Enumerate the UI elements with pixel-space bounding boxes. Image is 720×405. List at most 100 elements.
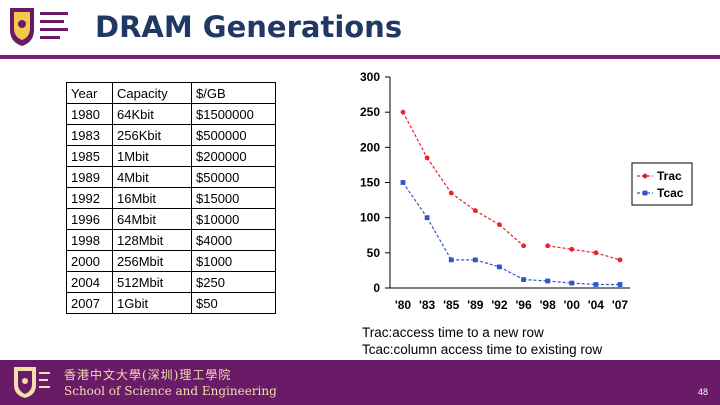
x-tick-label: '96 bbox=[515, 298, 532, 312]
data-point bbox=[472, 208, 478, 214]
series-line-segment bbox=[402, 182, 428, 219]
trac-note: Trac:access time to a new row bbox=[362, 325, 544, 340]
table-row: 2007 1Gbit $50 bbox=[66, 292, 276, 314]
table-row: 1998 128Mbit $4000 bbox=[66, 229, 276, 251]
cell-price: $1000 bbox=[191, 250, 276, 272]
cell-year: 2004 bbox=[66, 271, 113, 293]
university-crest-logo bbox=[10, 8, 68, 46]
data-point bbox=[617, 282, 623, 287]
cell-capacity: 64Mbit bbox=[112, 208, 192, 230]
cell-capacity: 256Mbit bbox=[112, 250, 192, 272]
series-line-segment bbox=[475, 259, 500, 268]
page-number: 48 bbox=[697, 387, 708, 397]
series-line-segment bbox=[499, 266, 524, 281]
cell-year: 2000 bbox=[66, 250, 113, 272]
cell-price: $200000 bbox=[191, 145, 276, 167]
legend-label: Trac bbox=[657, 169, 682, 183]
data-point bbox=[497, 264, 502, 270]
footer-bar: 香港中文大學(深圳)理工學院 School of Science and Eng… bbox=[0, 360, 720, 405]
series-line-segment bbox=[547, 245, 572, 250]
data-point bbox=[400, 180, 406, 185]
x-tick-label: '83 bbox=[419, 298, 436, 312]
cell-capacity: 256Kbit bbox=[112, 124, 192, 146]
x-tick-label: '04 bbox=[588, 298, 605, 312]
data-point bbox=[521, 277, 526, 282]
data-point bbox=[400, 109, 406, 115]
x-tick-label: '89 bbox=[467, 298, 484, 312]
legend-marker bbox=[642, 173, 648, 179]
data-point bbox=[569, 246, 575, 252]
data-point bbox=[448, 190, 454, 196]
series-line-segment bbox=[475, 210, 500, 226]
x-tick-label: '00 bbox=[564, 298, 581, 312]
series-line-segment bbox=[426, 217, 452, 261]
header-capacity: Capacity bbox=[112, 82, 192, 104]
cell-price: $500000 bbox=[191, 124, 276, 146]
cell-capacity: 4Mbit bbox=[112, 166, 192, 188]
x-tick-label: '98 bbox=[540, 298, 557, 312]
series-line-segment bbox=[426, 157, 452, 194]
table-row: 1983 256Kbit $500000 bbox=[66, 124, 276, 146]
y-tick-label: 250 bbox=[360, 105, 380, 119]
table-row: 1989 4Mbit $50000 bbox=[66, 166, 276, 188]
series-line-segment bbox=[595, 252, 621, 261]
data-point bbox=[424, 155, 430, 161]
footer-school-name: School of Science and Engineering bbox=[64, 384, 277, 398]
cell-price: $4000 bbox=[191, 229, 276, 251]
table-row: 1985 1Mbit $200000 bbox=[66, 145, 276, 167]
title-divider-bar bbox=[0, 55, 720, 59]
cell-year: 1983 bbox=[66, 124, 113, 146]
table-row: 1992 16Mbit $15000 bbox=[66, 187, 276, 209]
data-point bbox=[424, 215, 430, 221]
series-line-segment bbox=[402, 111, 428, 159]
legend-box bbox=[631, 162, 693, 206]
y-tick-label: 150 bbox=[360, 176, 380, 190]
table-row: 1980 64Kbit $1500000 bbox=[66, 103, 276, 125]
cell-capacity: 1Mbit bbox=[112, 145, 192, 167]
data-point bbox=[448, 257, 454, 263]
header-price-per-gb: $/GB bbox=[191, 82, 276, 104]
data-point bbox=[545, 278, 551, 284]
data-point bbox=[617, 257, 623, 263]
series-line-segment bbox=[571, 282, 596, 286]
cell-price: $250 bbox=[191, 271, 276, 293]
cell-capacity: 64Kbit bbox=[112, 103, 192, 125]
cell-price: $15000 bbox=[191, 187, 276, 209]
series-line-segment bbox=[571, 248, 596, 254]
cell-price: $1500000 bbox=[191, 103, 276, 125]
series-line-segment bbox=[547, 280, 572, 284]
data-point bbox=[593, 282, 599, 287]
data-point bbox=[569, 280, 575, 286]
cell-price: $10000 bbox=[191, 208, 276, 230]
cell-price: $50 bbox=[191, 292, 276, 314]
x-tick-label: '92 bbox=[491, 298, 508, 312]
data-point bbox=[497, 222, 502, 228]
access-time-line-chart: 0 50 100 150 200 250 300 '80 '83 '85 '89 '92 '96 '98 '… bbox=[360, 70, 693, 312]
y-tick-label: 300 bbox=[360, 70, 380, 84]
y-tick-label: 200 bbox=[360, 140, 380, 154]
cell-year: 1985 bbox=[66, 145, 113, 167]
cell-capacity: 512Mbit bbox=[112, 271, 192, 293]
y-tick-label: 50 bbox=[367, 246, 381, 260]
y-tick-label: 0 bbox=[373, 281, 380, 295]
table-row: 2000 256Mbit $1000 bbox=[66, 250, 276, 272]
tcac-note: Tcac:column access time to existing row bbox=[362, 342, 603, 357]
series-line-segment bbox=[499, 224, 524, 247]
footer-crest-logo bbox=[14, 367, 50, 398]
x-tick-label: '80 bbox=[395, 298, 412, 312]
x-tick-label: '07 bbox=[612, 298, 629, 312]
data-point bbox=[472, 257, 478, 263]
cell-price: $50000 bbox=[191, 166, 276, 188]
cell-year: 2007 bbox=[66, 292, 113, 314]
cell-capacity: 16Mbit bbox=[112, 187, 192, 209]
cell-capacity: 1Gbit bbox=[112, 292, 192, 314]
series-line-segment bbox=[450, 192, 476, 212]
cell-capacity: 128Mbit bbox=[112, 229, 192, 251]
cell-year: 1998 bbox=[66, 229, 113, 251]
table-row: 1996 64Mbit $10000 bbox=[66, 208, 276, 230]
legend-marker bbox=[642, 190, 648, 196]
data-point bbox=[593, 250, 599, 256]
y-tick-label: 100 bbox=[360, 211, 380, 225]
header-year: Year bbox=[66, 82, 113, 104]
data-point bbox=[545, 243, 551, 249]
